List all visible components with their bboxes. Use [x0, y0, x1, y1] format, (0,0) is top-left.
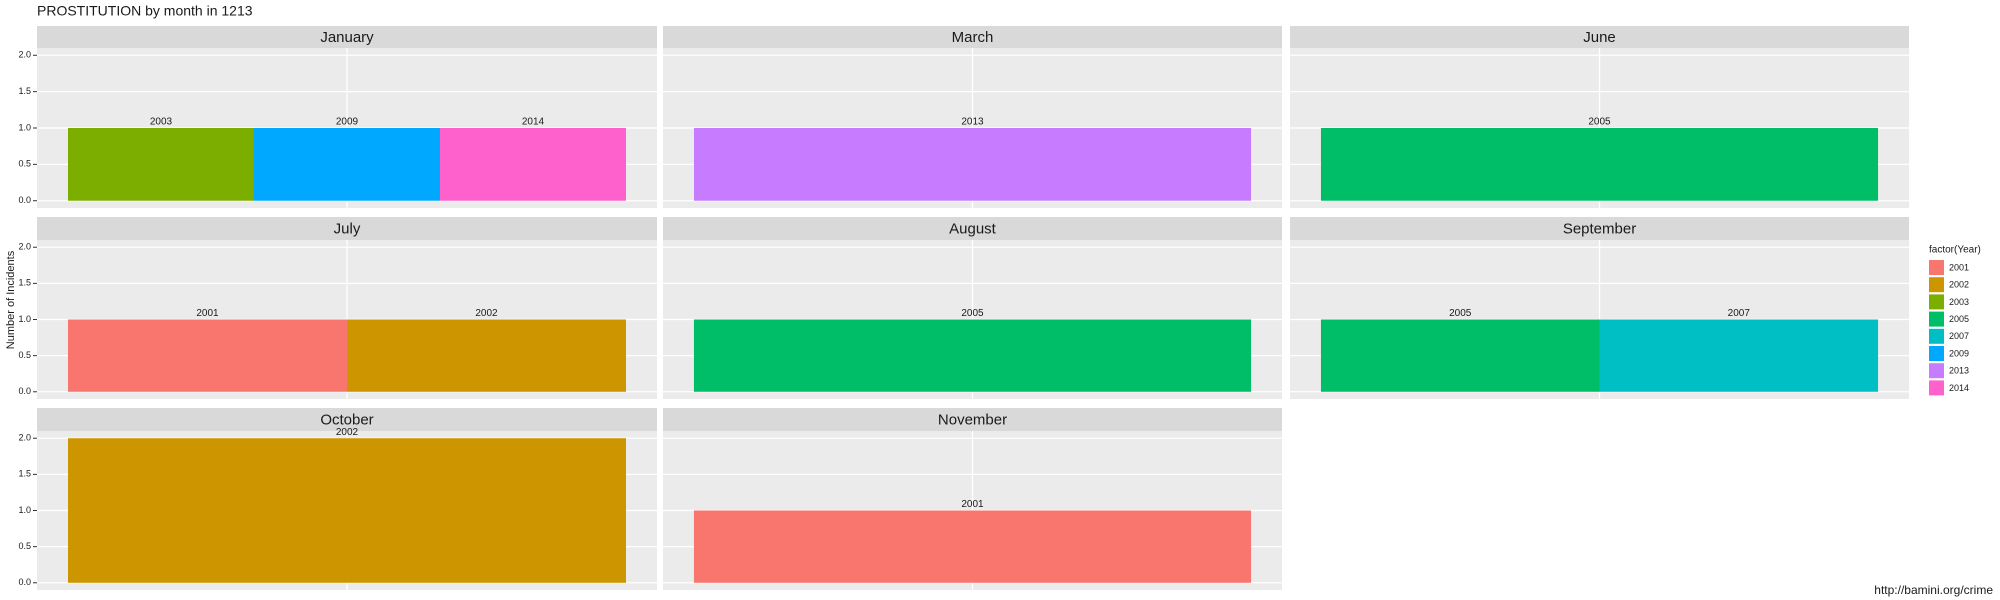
bar [693, 128, 1252, 201]
facet-title: October [320, 411, 373, 428]
facet-title: September [1563, 220, 1636, 237]
strip [1290, 217, 1909, 240]
y-tick-label: 1.5 [18, 278, 31, 288]
y-tick-label: 0.5 [18, 541, 31, 551]
bar [254, 128, 440, 201]
bar [68, 319, 347, 392]
bar-label: 2001 [196, 308, 219, 319]
legend-label: 2002 [1949, 280, 1969, 290]
bar-label: 2003 [150, 117, 173, 128]
strip [663, 408, 1282, 431]
strip [663, 217, 1282, 240]
bar [1320, 319, 1600, 392]
y-tick-label: 2.0 [18, 242, 31, 252]
legend-label: 2014 [1949, 383, 1969, 393]
legend-title: factor(Year) [1929, 245, 1981, 256]
bar [347, 319, 626, 392]
legend-label: 2005 [1949, 314, 1969, 324]
y-axis-label: Number of Incidents [5, 250, 17, 349]
legend-label: 2013 [1949, 366, 1969, 376]
bar [693, 510, 1252, 583]
strip [37, 26, 657, 48]
bar-label: 2005 [1449, 308, 1472, 319]
bar [440, 128, 626, 201]
facet-title: November [938, 411, 1007, 428]
legend-label: 2003 [1949, 297, 1969, 307]
y-tick-label: 0.5 [18, 159, 31, 169]
facet-title: July [334, 220, 361, 237]
facet-title: August [949, 220, 997, 237]
bar [1599, 319, 1879, 392]
bar-label: 2005 [961, 308, 984, 319]
y-tick-label: 2.0 [18, 50, 31, 60]
facet-title: January [320, 29, 374, 46]
bar-label: 2009 [336, 117, 359, 128]
y-tick-label: 0.5 [18, 350, 31, 360]
legend-key [1929, 346, 1944, 361]
bar-label: 2002 [336, 427, 359, 438]
y-tick-label: 2.0 [18, 433, 31, 443]
legend-key [1929, 260, 1944, 275]
legend-key [1929, 277, 1944, 293]
y-tick-label: 0.0 [18, 195, 31, 205]
y-tick-label: 0.0 [18, 386, 31, 396]
bar [693, 319, 1252, 392]
legend-label: 2009 [1949, 348, 1969, 358]
bar-label: 2013 [961, 117, 984, 128]
legend-label: 2007 [1949, 331, 1969, 341]
bar-label: 2007 [1728, 308, 1751, 319]
facet-title: March [952, 29, 994, 46]
bar-label: 2014 [522, 117, 545, 128]
facet-title: June [1583, 29, 1616, 46]
chart-title: PROSTITUTION by month in 1213 [37, 3, 253, 19]
y-tick-label: 1.0 [18, 314, 31, 324]
bar-label: 2005 [1588, 117, 1611, 128]
y-tick-label: 1.5 [18, 86, 31, 96]
legend-key [1929, 380, 1944, 396]
strip [37, 408, 657, 431]
caption: http://bamini.org/crime [1874, 583, 1993, 597]
legend-key [1929, 311, 1944, 327]
y-tick-label: 1.0 [18, 505, 31, 515]
legend-key [1929, 294, 1944, 310]
strip [663, 26, 1282, 48]
strip [1290, 26, 1909, 48]
bar-label: 2002 [475, 308, 498, 319]
bar-label: 2001 [961, 499, 984, 510]
strip [37, 217, 657, 240]
y-tick-label: 1.5 [18, 469, 31, 479]
bar [68, 128, 254, 201]
bar [68, 438, 626, 583]
legend-key [1929, 328, 1944, 344]
y-tick-label: 1.0 [18, 122, 31, 132]
legend-key [1929, 363, 1944, 379]
legend-label: 2001 [1949, 262, 1969, 272]
y-tick-label: 0.0 [18, 577, 31, 587]
bar [1320, 128, 1879, 201]
